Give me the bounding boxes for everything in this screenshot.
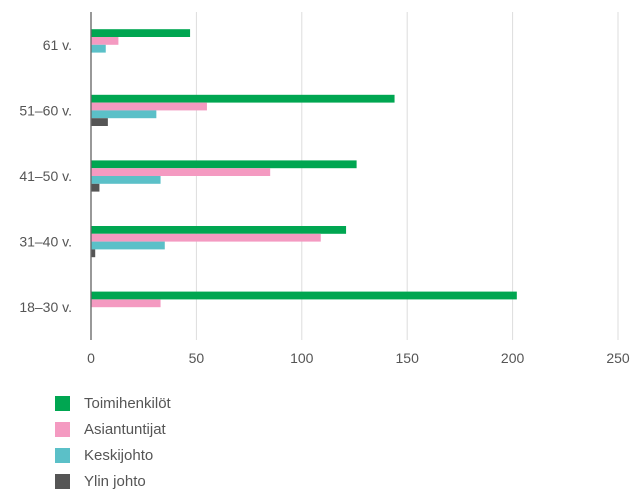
category-label: 31–40 v. <box>19 234 72 250</box>
x-tick-label: 250 <box>606 350 630 366</box>
bar <box>91 299 161 308</box>
legend-label: Keskijohto <box>84 446 154 464</box>
bar-chart: 61 v. 51–60 v. 41–50 v. 31–40 v. 18–30 v. 0 5… <box>19 12 630 366</box>
legend-swatch <box>55 447 70 463</box>
category-labels: 61 v. 51–60 v. 41–50 v. 31–40 v. 18–30 v. <box>19 37 72 315</box>
legend-swatch <box>55 395 70 411</box>
legend-swatch <box>55 421 70 437</box>
category-label: 41–50 v. <box>19 168 72 184</box>
legend-swatch <box>55 473 70 489</box>
bar <box>91 176 161 184</box>
grid-lines <box>195 12 619 340</box>
bar <box>91 226 347 234</box>
bar <box>91 94 395 103</box>
bar <box>91 291 517 300</box>
x-tick-label: 0 <box>87 350 95 366</box>
bars <box>91 29 517 308</box>
legend-item: Ylin johto <box>55 468 171 494</box>
legend-item: Keskijohto <box>55 442 171 468</box>
x-tick-label: 50 <box>189 350 205 366</box>
bar <box>91 233 321 242</box>
x-tick-label: 150 <box>396 350 420 366</box>
bar <box>91 102 207 111</box>
x-tick-label: 200 <box>501 350 525 366</box>
bar <box>91 118 108 126</box>
bar <box>91 160 357 169</box>
category-label: 61 v. <box>43 37 72 53</box>
bar <box>91 168 271 176</box>
legend: Toimihenkilöt Asiantuntijat Keskijohto Ylin… <box>55 390 171 494</box>
legend-item: Asiantuntijat <box>55 416 171 442</box>
bar <box>91 183 100 192</box>
legend-label: Ylin johto <box>84 472 146 490</box>
bar <box>91 241 165 250</box>
bar <box>91 37 119 45</box>
category-label: 51–60 v. <box>19 102 72 118</box>
legend-label: Asiantuntijat <box>84 420 166 438</box>
category-label: 18–30 v. <box>19 299 72 315</box>
legend-label: Toimihenkilöt <box>84 394 171 412</box>
bar <box>91 249 96 258</box>
bar <box>91 110 157 119</box>
x-tick-label: 100 <box>290 350 314 366</box>
bar <box>91 44 106 53</box>
bar <box>91 29 191 37</box>
legend-item: Toimihenkilöt <box>55 390 171 416</box>
x-tick-labels: 0 50 100 150 200 250 <box>87 350 630 366</box>
